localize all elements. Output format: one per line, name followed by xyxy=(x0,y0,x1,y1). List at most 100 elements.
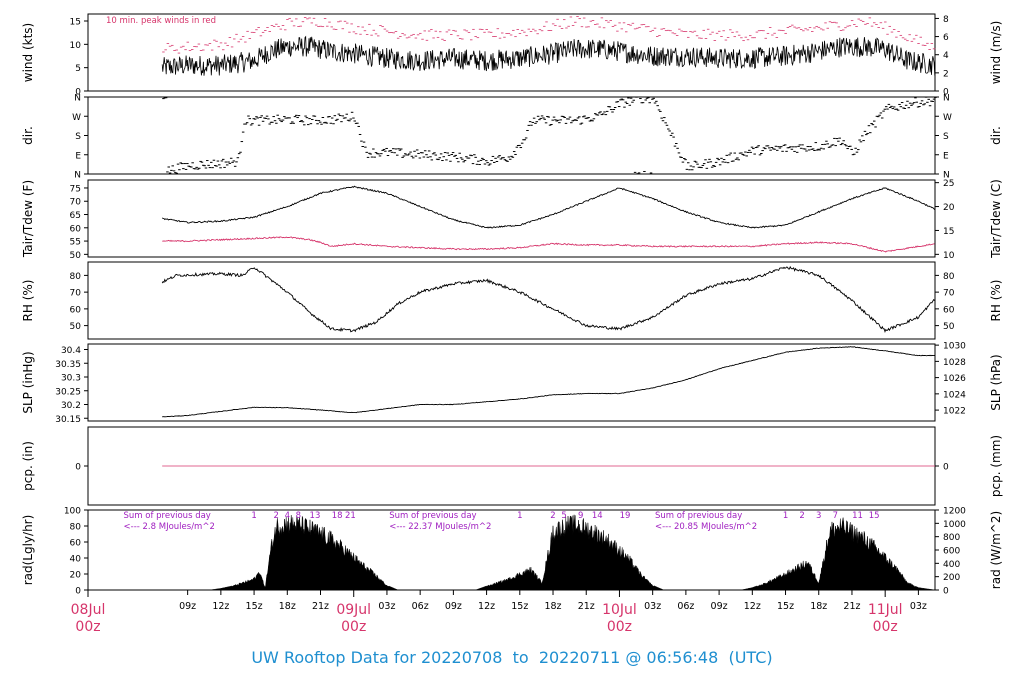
y-axis-label: wind (kts) xyxy=(21,23,35,82)
x-tick-label: 09z xyxy=(445,601,462,612)
x-day-hour: 00z xyxy=(75,619,100,635)
panel-wind: 05101502468wind (kts) wind (m/s)10 min. p… xyxy=(21,14,1003,98)
y-tick-label-right: 25 xyxy=(943,179,954,189)
y-tick-label-right: 1024 xyxy=(943,390,966,400)
y-tick-label: N xyxy=(74,171,81,181)
x-tick-label: 03z xyxy=(378,601,395,612)
radiation-hour-mark: 2 xyxy=(799,511,804,521)
radiation-hour-mark: 21 xyxy=(345,511,356,521)
y-tick-label-right: 8 xyxy=(943,15,949,25)
y-axis-label: SLP (inHg) xyxy=(21,351,35,413)
y-axis-label-right: pcp. (mm) xyxy=(989,435,1003,497)
radiation-hour-mark: 7 xyxy=(833,511,838,521)
radiation-hour-mark: 8 xyxy=(296,511,301,521)
radiation-area xyxy=(210,515,935,590)
radiation-sum-title: Sum of previous day xyxy=(655,511,742,521)
x-tick-label: 15z xyxy=(246,601,263,612)
radiation-hour-mark: 14 xyxy=(592,511,603,521)
radiation-hour-mark: 19 xyxy=(620,511,631,521)
radiation-sum-value: <--- 22.37 MJoules/m^2 xyxy=(389,522,491,532)
radiation-sum-title: Sum of previous day xyxy=(389,511,476,521)
x-tick-label: 03z xyxy=(910,601,927,612)
y-axis-label-right: SLP (hPa) xyxy=(989,354,1003,410)
temp-series-1 xyxy=(162,237,934,252)
radiation-hour-mark: 1 xyxy=(251,511,256,521)
y-axis-label-right: wind (m/s) xyxy=(989,21,1003,85)
y-tick-label: 20 xyxy=(70,571,82,581)
x-tick-label: 21z xyxy=(843,601,860,612)
y-tick-label-right: 1026 xyxy=(943,374,966,384)
radiation-hour-mark: 9 xyxy=(578,511,583,521)
y-tick-label: 65 xyxy=(70,211,81,221)
y-tick-label-right: 15 xyxy=(943,227,954,237)
y-axis-label: rad(Lgly/hr) xyxy=(21,515,35,586)
y-tick-label: E xyxy=(75,151,81,161)
x-tick-label: 12z xyxy=(212,601,229,612)
y-tick-label-right: 0 xyxy=(943,587,949,597)
radiation-hour-mark: 13 xyxy=(310,511,321,521)
panel-pcp: 0 0 pcp. (in) pcp. (mm) xyxy=(21,427,1003,505)
y-tick-label: N xyxy=(74,94,81,104)
x-day-hour: 00z xyxy=(873,619,898,635)
x-day-label: 11Jul xyxy=(868,602,903,618)
y-tick-label: 60 xyxy=(70,224,82,234)
panel-rad: 020406080100020040060080010001200rad(Lgl… xyxy=(21,507,1003,597)
x-tick-label: 09z xyxy=(179,601,196,612)
y-tick-label: 30.3 xyxy=(61,374,81,384)
y-tick-label-right: 6 xyxy=(943,33,949,43)
y-tick-label-right: S xyxy=(943,132,949,142)
x-day-label: 08Jul xyxy=(71,602,106,618)
radiation-hour-mark: 1 xyxy=(517,511,522,521)
y-axis-label-right: dir. xyxy=(989,126,1003,145)
peak-wind-annotation: 10 min. peak winds in red xyxy=(106,16,216,26)
temp-series-0 xyxy=(162,186,934,228)
x-day-hour: 00z xyxy=(607,619,632,635)
y-tick-label: 30.4 xyxy=(61,346,81,356)
y-tick-label: 50 xyxy=(70,322,82,332)
y-tick-label-right: 20 xyxy=(943,203,955,213)
y-tick-label: 50 xyxy=(70,251,82,261)
y-tick-label: 80 xyxy=(70,272,82,282)
y-tick-label: 30.2 xyxy=(61,401,81,411)
y-tick-label-right: 60 xyxy=(943,305,955,315)
x-tick-label: 21z xyxy=(312,601,329,612)
y-tick-label: 10 xyxy=(70,41,82,51)
x-tick-label: 18z xyxy=(544,601,561,612)
y-axis-label-right: rad (W/m^2) xyxy=(989,511,1003,589)
y-tick-label: 0 xyxy=(75,587,81,597)
y-tick-label: W xyxy=(72,113,81,123)
radiation-sum-value: <--- 20.85 MJoules/m^2 xyxy=(655,522,757,532)
radiation-hour-mark: 15 xyxy=(869,511,880,521)
x-tick-label: 18z xyxy=(810,601,827,612)
y-axis-label: pcp. (in) xyxy=(21,441,35,491)
y-axis-label-right: RH (%) xyxy=(989,280,1003,322)
y-tick-label-right: 50 xyxy=(943,322,955,332)
y-tick-label: 15 xyxy=(70,18,81,28)
radiation-hour-mark: 18 xyxy=(332,511,343,521)
panel-rh: 50 60 70 80 50 60 70 80 RH (%) RH (%) xyxy=(21,262,1003,339)
panel-frame xyxy=(88,180,935,257)
panel-frame xyxy=(88,344,935,421)
y-tick-label: 75 xyxy=(70,184,81,194)
y-tick-label-right: 200 xyxy=(943,573,960,583)
chart-title: UW Rooftop Data for 20220708 to 20220711… xyxy=(0,648,1024,667)
y-axis-label: Tair/Tdew (F) xyxy=(21,180,35,258)
y-tick-label: 30.25 xyxy=(55,387,81,397)
x-day-label: 09Jul xyxy=(336,602,371,618)
x-tick-label: 15z xyxy=(777,601,794,612)
y-tick-label-right: 1000 xyxy=(943,520,966,530)
x-tick-label: 06z xyxy=(677,601,694,612)
y-tick-label: 30.15 xyxy=(55,415,81,425)
y-tick-label: 80 xyxy=(70,523,82,533)
y-tick-label-right: 4 xyxy=(943,51,949,61)
x-tick-label: 06z xyxy=(412,601,429,612)
radiation-hour-mark: 1 xyxy=(783,511,788,521)
y-tick-label-right: 1028 xyxy=(943,358,966,368)
y-tick-label: 60 xyxy=(70,539,82,549)
y-tick-label: 40 xyxy=(70,555,82,565)
y-tick-label-right: 1030 xyxy=(943,342,966,352)
radiation-hour-mark: 4 xyxy=(285,511,290,521)
y-tick-label-right: 80 xyxy=(943,272,955,282)
radiation-sum-value: <--- 2.8 MJoules/m^2 xyxy=(124,522,215,532)
